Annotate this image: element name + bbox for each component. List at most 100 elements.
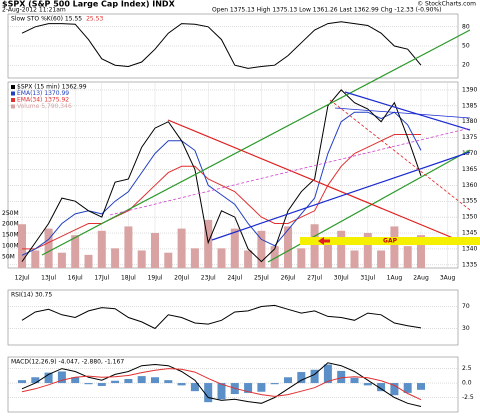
y-tick-label: 1350 (462, 214, 477, 221)
panel-subtitle: 25.53 (86, 16, 103, 23)
bar (244, 250, 253, 268)
bar (417, 383, 425, 390)
x-tick-label: 27Jul (307, 275, 322, 282)
y-tick-label: 20 (462, 62, 470, 69)
x-tick-label: 23Jul (201, 275, 216, 282)
legend-swatch (11, 98, 15, 102)
y-tick-label: 70 (462, 303, 470, 310)
bar (337, 230, 346, 268)
bar (310, 224, 319, 268)
x-tick-label: 19Jul (148, 275, 163, 282)
bar (164, 380, 173, 384)
bar (217, 383, 226, 400)
bar (190, 383, 199, 392)
x-tick-label: 3Aug (440, 275, 456, 282)
bar (137, 376, 146, 384)
line (21, 89, 422, 263)
y-tick-label: 1345 (462, 230, 477, 237)
panel: 80 50 20 Slow STO %K(60) 15.55 25.53 (7, 13, 470, 79)
bar (337, 370, 346, 384)
legend-label: EMA(34) 1375.92 (17, 97, 69, 104)
y-tick-label: -2.5 (462, 394, 474, 401)
legend-label: EMA(13) 1370.99 (17, 90, 69, 97)
panel: 70 30 RSI(14) 30.75 (7, 289, 470, 346)
bar (151, 377, 159, 384)
bar (310, 369, 319, 384)
y-tick-label: 50 (462, 43, 470, 50)
y-tick-label: 1385 (462, 102, 477, 109)
bar (177, 383, 186, 386)
bar (84, 383, 93, 385)
y-tick-label: 1355 (462, 198, 477, 205)
bar (97, 383, 106, 386)
bar (190, 248, 199, 268)
bar (151, 232, 159, 268)
bar (297, 248, 306, 268)
bar (257, 383, 266, 392)
x-tick-label: 30Jul (334, 275, 349, 282)
y-tick-label: 1390 (462, 86, 477, 93)
x-tick-label: 25Jul (254, 275, 269, 282)
line (21, 362, 422, 407)
x-tick-label: 13Jul (41, 275, 56, 282)
credit: © StockCharts.com (417, 1, 476, 8)
legend-swatch (11, 91, 15, 96)
legend-swatch (11, 85, 15, 89)
bar (31, 250, 40, 268)
bar (350, 377, 359, 384)
y-tick-label: 80 (462, 23, 470, 30)
bar (111, 248, 120, 268)
legend-label: Volume 5,790,346 (17, 103, 72, 110)
y-tick-label: 1340 (462, 245, 477, 252)
bar (204, 383, 213, 403)
bar (18, 224, 26, 268)
bar (244, 383, 253, 393)
line (21, 304, 422, 330)
bar (390, 383, 399, 396)
panel: 2.5 0.0 -2.5 MACD(12,26,9) -4.047, -2.880, … (7, 356, 474, 413)
panel-title: Slow STO %K(60) 15.55 (11, 16, 82, 23)
bar (44, 228, 53, 268)
bar (18, 380, 26, 384)
x-tick-label: 20Jul (174, 275, 189, 282)
bar (377, 250, 386, 268)
bar (257, 230, 266, 268)
x-tick-label: 17Jul (94, 275, 109, 282)
panel-title: RSI(14) 30.75 (11, 292, 52, 299)
y-tick-label: 1365 (462, 166, 477, 173)
x-tick-label: 12Jul (15, 275, 30, 282)
panel-frame (7, 289, 459, 346)
date-stamp: 2-Aug-2012 11:21am (2, 7, 66, 14)
quote: Open 1375.13 High 1375.13 Low 1361.26 La… (212, 7, 442, 14)
bar (323, 243, 332, 268)
bar (84, 254, 93, 268)
bar (230, 228, 239, 268)
y-tick-label: 1375 (462, 134, 477, 141)
bar (390, 226, 399, 268)
bar (377, 383, 386, 392)
y-tick-label: 1370 (462, 150, 477, 157)
bar (111, 380, 120, 384)
bar (97, 230, 106, 268)
line (21, 368, 422, 401)
y-tick-label: 1380 (462, 118, 477, 125)
bar (270, 383, 279, 385)
bar (71, 235, 80, 268)
legend-label: $SPX (15 min) 1362.99 (17, 84, 87, 91)
bar (417, 235, 425, 268)
bar (403, 246, 412, 268)
chart-title: $SPX (S&P 500 Large Cap Index) INDX (2, 0, 176, 9)
bar (71, 377, 80, 384)
bar (323, 364, 332, 384)
bar (403, 383, 412, 393)
y-tick-label: 30 (462, 325, 470, 332)
bar (363, 232, 372, 268)
y-tick-label: 2.5 (462, 365, 472, 372)
bar (44, 372, 53, 384)
bar (297, 372, 306, 384)
x-tick-label: 24Jul (227, 275, 242, 282)
line (21, 21, 422, 69)
bar (204, 219, 213, 268)
x-tick-label: 2Aug (413, 275, 429, 282)
